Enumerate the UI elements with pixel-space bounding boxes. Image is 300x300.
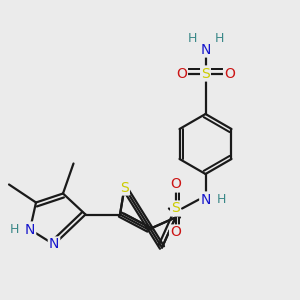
Text: N: N [200,43,211,56]
Text: S: S [171,202,180,215]
Text: O: O [224,67,235,80]
Text: S: S [120,181,129,194]
Text: N: N [25,223,35,236]
Text: H: H [214,32,224,45]
Text: H: H [10,223,19,236]
Text: N: N [200,193,211,206]
Text: O: O [176,67,187,80]
Text: O: O [170,178,181,191]
Text: H: H [187,32,197,45]
Text: H: H [216,193,226,206]
Text: S: S [201,67,210,80]
Text: O: O [170,226,181,239]
Text: N: N [49,238,59,251]
